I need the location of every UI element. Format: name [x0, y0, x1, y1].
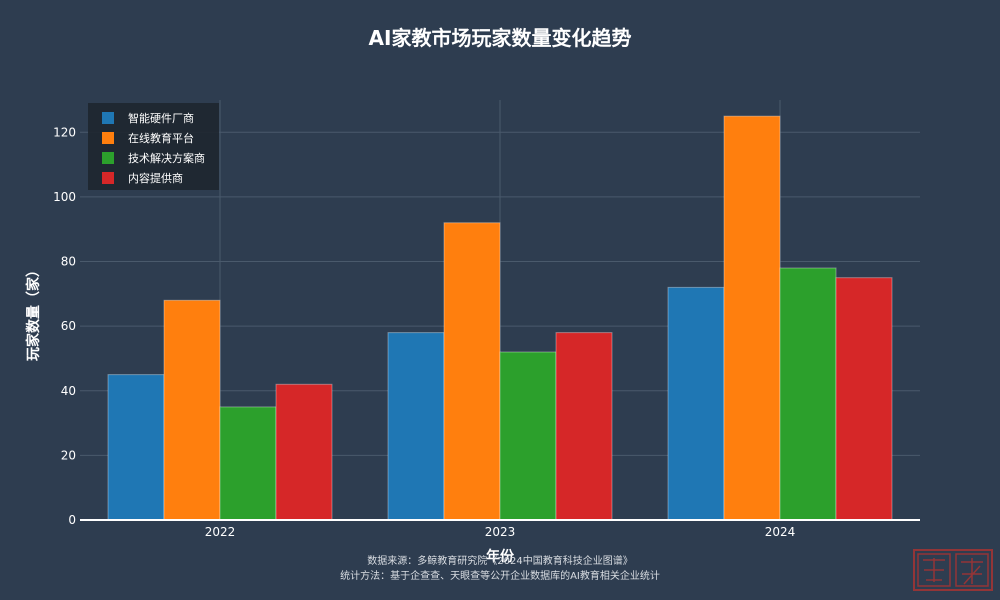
bar-2024-series-0[interactable]: [667, 286, 725, 521]
legend-swatch: [102, 132, 114, 144]
x-tick-label: 2023: [485, 525, 516, 539]
y-tick-label: 0: [68, 513, 76, 527]
y-tick-label: 40: [61, 384, 76, 398]
legend-label[interactable]: 在线教育平台: [128, 131, 194, 145]
y-tick-label: 60: [61, 319, 76, 333]
bar-2023-series-3[interactable]: [555, 332, 613, 521]
y-tick-label: 120: [53, 125, 76, 139]
footer-source: 数据来源：多鲸教育研究院《2024中国教育科技企业图谱》: [367, 554, 632, 567]
bar-2024-series-1[interactable]: [723, 115, 781, 521]
x-tick-label: 2024: [765, 525, 796, 539]
legend-label[interactable]: 内容提供商: [128, 171, 183, 185]
bar-2023-series-0[interactable]: [387, 332, 445, 521]
bar-2023-series-2[interactable]: [499, 351, 557, 521]
x-axis-label: 年份: [486, 548, 515, 565]
bar-2022-series-2[interactable]: [219, 406, 277, 521]
legend-swatch: [102, 152, 114, 164]
y-tick-label: 80: [61, 255, 76, 269]
bar-2022-series-0[interactable]: [107, 374, 165, 521]
watermark-stamp: [913, 549, 993, 591]
y-tick-label: 20: [61, 448, 76, 462]
bar-2024-series-2[interactable]: [779, 267, 837, 521]
bar-2024-series-3[interactable]: [835, 277, 893, 521]
bar-2022-series-3[interactable]: [275, 383, 333, 521]
y-tick-label: 100: [53, 190, 76, 204]
footer-method: 统计方法：基于企查查、天眼查等公开企业数据库的AI教育相关企业统计: [340, 569, 660, 582]
legend-label[interactable]: 技术解决方案商: [128, 151, 205, 165]
bar-layer: [107, 115, 893, 521]
y-axis-label: 玩家数量（家）: [25, 263, 42, 361]
tick-layer: 0 20 40 60 80 100 120 2022 2023 2024: [53, 125, 795, 539]
legend-label[interactable]: 智能硬件厂商: [128, 111, 194, 125]
legend-swatch: [102, 172, 114, 184]
bar-2022-series-1[interactable]: [163, 299, 221, 521]
legend-swatch: [102, 112, 114, 124]
chart-title: AI家教市场玩家数量变化趋势: [369, 26, 632, 50]
x-tick-label: 2022: [205, 525, 236, 539]
bar-2023-series-1[interactable]: [443, 222, 501, 521]
